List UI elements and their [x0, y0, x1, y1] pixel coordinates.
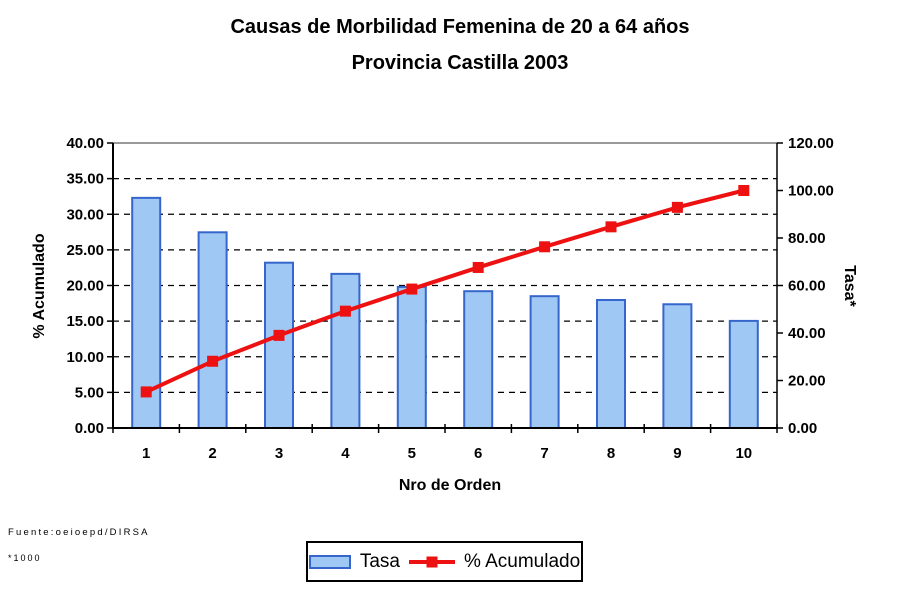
left-tick-label: 20.00: [66, 278, 104, 295]
marker-rank-6: [472, 261, 484, 273]
right-tick-label: 60.00: [788, 278, 826, 295]
marker-rank-7: [539, 241, 551, 253]
right-tick-label: 120.00: [788, 135, 834, 152]
bar-rank-6: [463, 290, 494, 430]
bar-rank-2: [197, 231, 228, 429]
x-category-label: 2: [208, 445, 216, 462]
legend-bar-swatch: [308, 554, 351, 569]
x-category-label: 1: [142, 445, 150, 462]
legend-label-tasa: Tasa: [359, 550, 400, 572]
marker-rank-2: [207, 355, 219, 367]
left-tick-label: 35.00: [66, 171, 104, 188]
marker-rank-10: [738, 185, 750, 196]
legend-label-acumulado: % Acumulado: [463, 550, 581, 572]
marker-rank-4: [339, 305, 351, 317]
right-tick-label: 80.00: [788, 230, 826, 247]
left-tick-label: 25.00: [66, 242, 104, 259]
left-tick-label: 0.00: [75, 420, 104, 437]
bar-rank-9: [662, 303, 693, 430]
right-tick-label: 40.00: [788, 325, 826, 342]
x-category-label: 5: [408, 445, 416, 462]
legend: Tasa % Acumulado: [306, 541, 583, 582]
legend-line-swatch: [408, 556, 455, 568]
bar-rank-3: [264, 261, 294, 430]
left-tick-label: 5.00: [75, 384, 104, 401]
x-category-label: 9: [673, 445, 681, 462]
x-category-label: 8: [607, 445, 615, 462]
right-tick-label: 20.00: [788, 373, 826, 390]
bar-rank-4: [330, 272, 361, 429]
left-tick-label: 15.00: [66, 313, 104, 330]
legend-line-marker: [426, 556, 438, 567]
x-category-label: 3: [275, 445, 283, 462]
marker-rank-1: [140, 386, 152, 398]
x-category-label: 10: [735, 445, 752, 462]
marker-rank-9: [671, 201, 683, 213]
right-tick-label: 0.00: [788, 420, 817, 437]
chart-title-line2: Provincia Castilla 2003: [351, 52, 569, 74]
left-tick-label: 40.00: [66, 135, 104, 152]
bar-rank-10: [728, 319, 759, 430]
x-axis-title: Nro de Orden: [398, 477, 502, 494]
x-category-label: 7: [540, 445, 548, 462]
bar-rank-8: [596, 298, 626, 429]
acumulado-line: [144, 188, 746, 394]
marker-rank-5: [406, 283, 418, 295]
x-category-label: 4: [341, 445, 350, 462]
source-footnote: Fuente:oeioepd/DIRSA: [8, 527, 150, 538]
marker-rank-3: [273, 329, 285, 341]
bar-rank-7: [529, 295, 560, 429]
chart-title-line1: Causas de Morbilidad Femenina de 20 a 64…: [230, 16, 690, 38]
marker-rank-8: [605, 221, 617, 233]
left-tick-label: 30.00: [66, 206, 104, 223]
scale-footnote: *1000: [8, 553, 42, 563]
bar-rank-5: [396, 285, 427, 429]
x-category-label: 6: [474, 445, 482, 462]
left-tick-label: 10.00: [66, 349, 104, 366]
right-tick-label: 100.00: [788, 183, 834, 200]
